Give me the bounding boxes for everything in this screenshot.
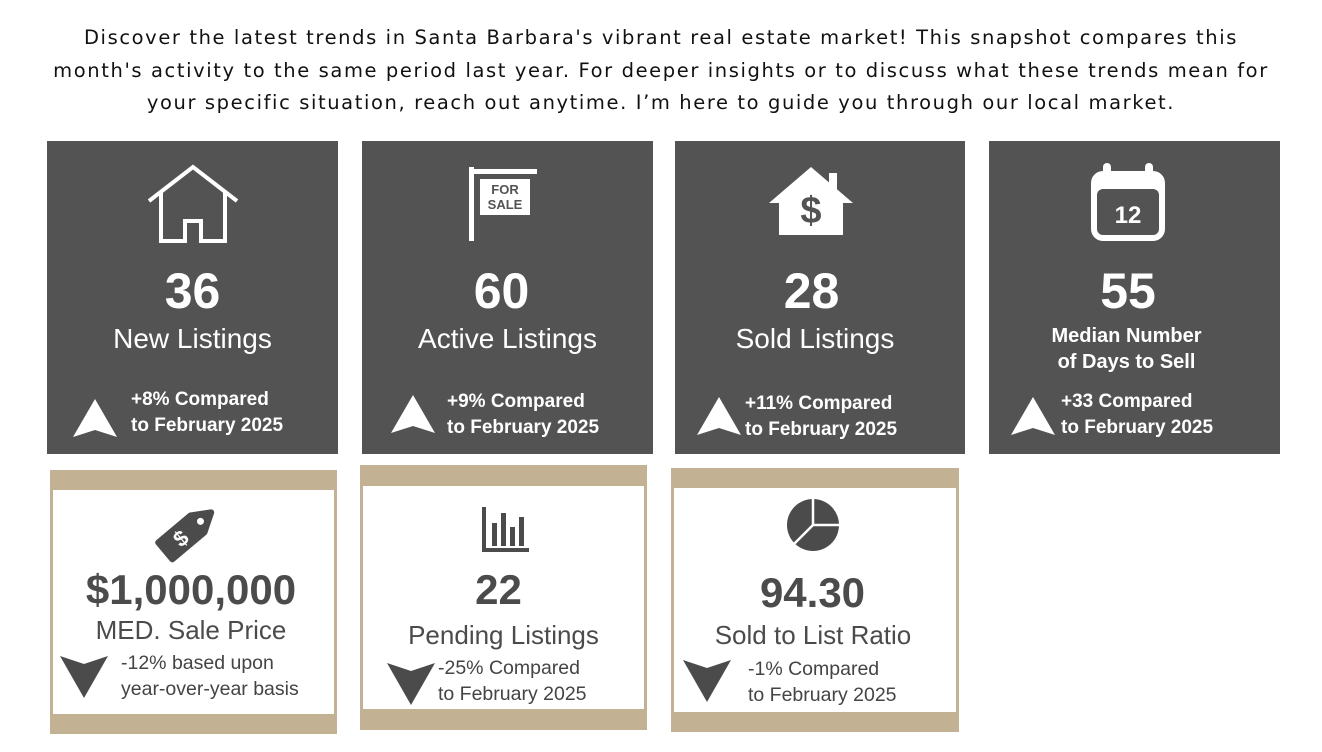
arrow-down-icon bbox=[60, 656, 108, 698]
sold-listings-trend-line-1: +11% Compared bbox=[745, 393, 893, 414]
median-sale-price-value: $1,000,000 bbox=[85, 566, 297, 613]
arrow-down-icon bbox=[387, 663, 435, 705]
bar-chart-icon bbox=[364, 507, 647, 553]
sold-to-list-ratio-trend-line-1: -1% Compared bbox=[748, 658, 880, 680]
median-days-label-line-2: of Days to Sell bbox=[1057, 351, 1196, 373]
sold-to-list-ratio-card: 94.30 Sold to List Ratio -1% Compared to… bbox=[671, 468, 959, 732]
pending-listings-label: Pending Listings bbox=[408, 620, 599, 650]
median-days-value: 55 bbox=[1100, 263, 1156, 319]
price-tag-icon: $ bbox=[40, 498, 337, 564]
new-listings-label: New Listings bbox=[113, 323, 272, 354]
sold-listings-trend-line-2: to February 2025 bbox=[745, 419, 898, 440]
svg-text:$: $ bbox=[800, 190, 821, 232]
active-listings-card: FOR SALE 60 Active Listings +9% Compared… bbox=[362, 141, 653, 454]
new-listings-value: 36 bbox=[164, 263, 221, 319]
pending-listings-trend-line-1: -25% Compared bbox=[438, 657, 580, 679]
sign-line-2: SALE bbox=[488, 197, 523, 212]
pending-listings-trend-line-2: to February 2025 bbox=[438, 683, 587, 705]
house-dollar-icon: $ bbox=[675, 163, 965, 245]
intro-line-1: Discover the latest trends in Santa Barb… bbox=[83, 26, 1239, 49]
active-listings-value: 60 bbox=[473, 263, 530, 319]
median-days-label: Median Number of Days to Sell bbox=[973, 323, 1280, 375]
house-outline-icon bbox=[47, 163, 338, 245]
active-listings-trend-line-2: to February 2025 bbox=[447, 417, 600, 438]
arrow-up-icon bbox=[1011, 397, 1055, 435]
active-listings-label: Active Listings bbox=[418, 323, 597, 354]
sold-to-list-ratio-trend-line-2: to February 2025 bbox=[748, 684, 897, 706]
active-listings-trend-line-1: +9% Compared bbox=[447, 391, 585, 412]
pending-listings-value: 22 bbox=[475, 566, 522, 613]
sold-to-list-ratio-label: Sold to List Ratio bbox=[714, 620, 912, 650]
arrow-down-icon bbox=[683, 660, 731, 702]
intro-text: Discover the latest trends in Santa Barb… bbox=[30, 22, 1292, 120]
median-sale-price-trend-line-2: year-over-year basis bbox=[121, 678, 299, 700]
pie-chart-icon bbox=[666, 498, 959, 552]
sold-listings-label: Sold Listings bbox=[735, 323, 895, 354]
calendar-day: 12 bbox=[1115, 202, 1142, 229]
median-days-trend-line-2: to February 2025 bbox=[1061, 417, 1214, 438]
new-listings-card: 36 New Listings +8% Compared to February… bbox=[47, 141, 338, 454]
sign-line-1: FOR bbox=[491, 182, 519, 197]
arrow-up-icon bbox=[697, 397, 741, 435]
median-days-card: 12 55 Median Number of Days to Sell +33 … bbox=[989, 141, 1280, 454]
intro-line-2: month's activity to the same period last… bbox=[53, 58, 1269, 82]
arrow-up-icon bbox=[391, 395, 435, 433]
new-listings-trend-line-1: +8% Compared bbox=[131, 389, 269, 410]
sold-listings-value: 28 bbox=[783, 263, 840, 319]
new-listings-trend-line-2: to February 2025 bbox=[131, 415, 284, 436]
pending-listings-card: 22 Pending Listings -25% Compared to Feb… bbox=[360, 465, 647, 730]
for-sale-sign-icon: FOR SALE bbox=[362, 163, 653, 245]
median-sale-price-card: $ $1,000,000 MED. Sale Price -12% based … bbox=[50, 470, 337, 734]
calendar-icon: 12 bbox=[989, 163, 1280, 245]
median-sale-price-label: MED. Sale Price bbox=[95, 615, 287, 645]
median-days-trend-line-1: +33 Compared bbox=[1061, 391, 1193, 412]
intro-line-3: your specific situation, reach out anyti… bbox=[146, 91, 1176, 114]
sold-to-list-ratio-value: 94.30 bbox=[759, 569, 866, 616]
median-sale-price-trend-line-1: -12% based upon bbox=[121, 652, 274, 674]
arrow-up-icon bbox=[73, 399, 117, 437]
median-days-label-line-1: Median Number bbox=[1051, 325, 1202, 347]
sold-listings-card: $ 28 Sold Listings +11% Compared to Febr… bbox=[675, 141, 965, 454]
